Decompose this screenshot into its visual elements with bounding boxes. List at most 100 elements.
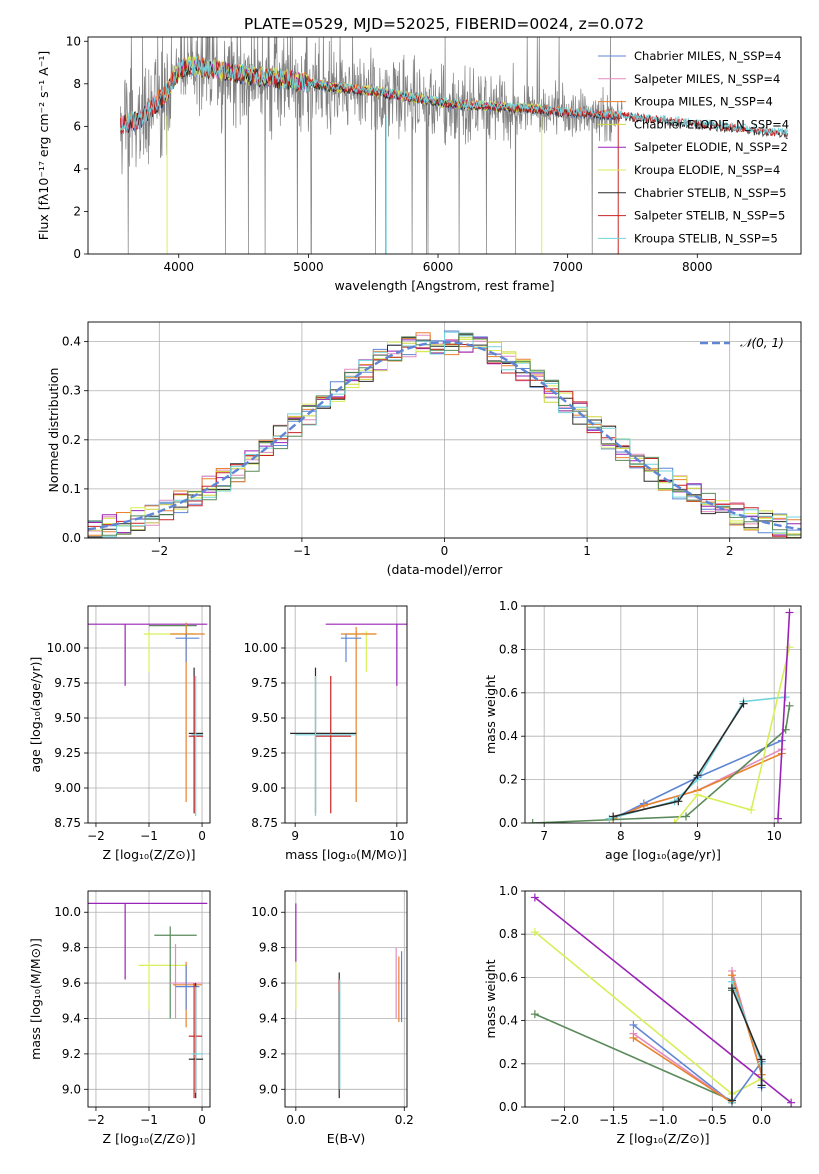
y-tick-label: 9.75	[251, 676, 278, 690]
y-tick-label: 9.8	[259, 941, 278, 955]
point-marker-salpeter_elodie	[530, 893, 539, 902]
axes-frame	[524, 890, 802, 1108]
series-line-chabrier_stelib	[613, 703, 745, 818]
y-tick-label: 0.6	[499, 686, 518, 700]
legend-entry-kroupa_miles: Kroupa MILES, N_SSP=4	[634, 95, 773, 109]
point-marker-chabrier_stelib	[757, 1055, 766, 1064]
y-tick-label: 9.25	[54, 746, 81, 760]
sol-kroupa-elodie	[143, 631, 197, 672]
x-axis-label: Z [log₁₀(Z/Z⊙)]	[103, 1131, 196, 1146]
y-tick-label: 0.8	[499, 642, 518, 656]
sol-salpeter-elodie	[88, 902, 208, 980]
y-tick-label: 0.4	[62, 335, 81, 349]
y-tick-label: 0	[73, 247, 81, 261]
y-tick-label: 2	[73, 204, 81, 218]
weight_vs_Z-axes: −2.0 −1.5 −1.0 −0.5 0.0 0.0 0.2 0.4 0.6 0.8 1.0 Z […	[483, 884, 802, 1146]
sol-chabrier-miles	[340, 634, 362, 662]
y-tick-label: 8	[73, 77, 81, 91]
y-tick-label: 0.3	[62, 384, 81, 398]
y-tick-label: 9.0	[259, 1082, 278, 1096]
age_vs_Z-axes: −2 −1 0 8.75 9.00 9.25 9.50 9.75 10.00 Z [log₁₀(Z…	[28, 605, 211, 862]
x-tick-label: 8	[617, 829, 625, 843]
age_vs_mass-plot-area	[290, 623, 407, 816]
x-tick-label: 0	[441, 544, 449, 558]
mass_vs_Z-plot-area	[88, 902, 208, 1099]
spectrum-plot-area	[120, 37, 789, 254]
y-tick-label: 0.4	[499, 729, 518, 743]
point-marker-chabrier_stelib	[728, 984, 736, 993]
point-marker-chabrier_stelib	[728, 1096, 736, 1105]
age_vs_mass-panel: 9 10 8.75 9.00 9.25 9.50 9.75 10.00 mass [log₁₀(…	[244, 605, 408, 862]
age_vs_mass-axes: 9 10 8.75 9.00 9.25 9.50 9.75 10.00 mass [log₁₀(…	[244, 605, 408, 862]
point-marker-salpeter_elodie	[785, 608, 794, 617]
y-tick-label: 6	[73, 119, 81, 133]
sol-kroupa-elodie	[346, 631, 377, 672]
x-axis-label: age [log₁₀(age/yr)]	[605, 847, 721, 862]
point-marker-chabrier_stelib	[674, 797, 683, 806]
y-tick-label: 10	[66, 34, 81, 48]
legend-entry-kroupa_elodie: Kroupa ELODIE, N_SSP=4	[634, 163, 780, 177]
y-tick-label: 0.2	[499, 773, 518, 787]
point-marker-chabrier_stelib	[609, 812, 618, 821]
legend-entry-salpeter_miles: Salpeter MILES, N_SSP=4	[634, 72, 780, 86]
point-marker-stelib_green	[785, 701, 794, 710]
sol-salpeter-stelib	[315, 676, 352, 814]
y-tick-label: 8.75	[54, 816, 81, 830]
y-tick-label: 9.50	[251, 711, 278, 725]
point-marker-stelib_green	[682, 812, 690, 821]
mass_vs_Z-panel: −2 −1 0 9.0 9.2 9.4 9.6 9.8 10.0 Z [log₁₀(Z/Z⊙)] m…	[28, 890, 211, 1146]
series-line-chabrier_stelib	[731, 987, 763, 1101]
sol-kroupa-miles	[340, 627, 377, 802]
sol-chabrier-stelib	[290, 667, 357, 814]
point-marker-kroupa_elodie	[693, 790, 702, 799]
y-tick-label: 1.0	[499, 884, 518, 898]
weight_vs_Z-plot-area	[530, 893, 796, 1107]
y-tick-label: 9.2	[62, 1047, 81, 1061]
point-marker-kroupa_elodie	[530, 928, 539, 937]
x-tick-label: −0.5	[698, 1113, 727, 1127]
y-tick-label: 10.0	[54, 905, 81, 919]
y-axis-label: mass [log₁₀(M/M⊙)]	[28, 938, 43, 1060]
x-axis-label: Z [log₁₀(Z/Z⊙)]	[103, 847, 196, 862]
point-marker-chabrier_stelib	[693, 771, 702, 780]
legend-entry-kroupa_stelib: Kroupa STELIB, N_SSP=5	[634, 231, 778, 245]
axes-frame	[524, 605, 802, 824]
series-line-salpeter_elodie	[777, 612, 791, 819]
point-marker-stelib_green	[528, 819, 537, 823]
y-tick-label: 9.00	[251, 781, 278, 795]
axes-frame	[87, 605, 211, 824]
x-tick-label: −1	[140, 1113, 158, 1127]
sol-kroupa-miles	[170, 622, 205, 802]
residuals-legend: 𝒩(0, 1)	[700, 336, 784, 350]
x-tick-label: −1.5	[599, 1113, 628, 1127]
y-axis-label: age [log₁₀(age/yr)]	[28, 657, 43, 773]
normal-distribution-curve	[88, 340, 801, 531]
y-axis-label: mass weight	[483, 675, 498, 754]
axes-frame	[87, 321, 802, 539]
y-tick-label: 9.8	[62, 941, 81, 955]
legend-entry-chabrier_stelib: Chabrier STELIB, N_SSP=5	[634, 186, 786, 200]
x-tick-label: 0.0	[752, 1113, 771, 1127]
point-marker-kroupa_miles	[629, 1033, 638, 1042]
mass_vs_ebv-plot-area	[295, 903, 403, 1099]
mass_vs_ebv-grid	[285, 891, 407, 1107]
x-tick-label: −2	[150, 544, 168, 558]
axes-frame	[284, 890, 408, 1108]
y-tick-label: 9.2	[259, 1047, 278, 1061]
point-marker-kroupa_elodie	[670, 819, 679, 823]
spectrum-axes: 4000 5000 6000 7000 8000 0 2 4 6 8 10 wavelength [A…	[36, 34, 802, 293]
y-tick-label: 8.75	[251, 816, 278, 830]
legend-entry-chabrier_miles: Chabrier MILES, N_SSP=4	[634, 49, 781, 63]
y-tick-label: 0.4	[499, 1014, 518, 1028]
point-marker-salpeter_elodie	[774, 814, 782, 823]
y-tick-label: 0.2	[499, 1057, 518, 1071]
model-spectrum-kroupa_stelib	[120, 56, 789, 136]
point-marker-chabrier_stelib	[757, 1081, 766, 1090]
model-spectrum-chabrier_stelib	[120, 59, 788, 139]
point-marker-chabrier_miles	[629, 1020, 638, 1029]
weight_vs_age-axes: 7 8 9 10 0.0 0.2 0.4 0.6 0.8 1.0 age [log₁₀(age/yr…	[483, 599, 802, 862]
y-tick-label: 9.50	[54, 711, 81, 725]
series-line-salpeter_elodie	[534, 896, 792, 1104]
weight_vs_Z-panel: −2.0 −1.5 −1.0 −0.5 0.0 0.0 0.2 0.4 0.6 0.8 1.0 Z […	[483, 884, 802, 1146]
point-marker-kroupa_miles	[639, 801, 648, 810]
